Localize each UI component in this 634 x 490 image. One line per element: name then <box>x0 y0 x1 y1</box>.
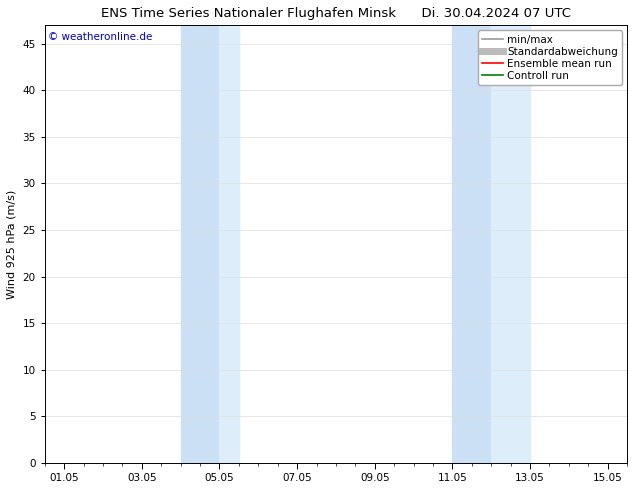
Bar <box>219 25 239 463</box>
Text: © weatheronline.de: © weatheronline.de <box>48 32 152 42</box>
Title: ENS Time Series Nationaler Flughafen Minsk      Di. 30.04.2024 07 UTC: ENS Time Series Nationaler Flughafen Min… <box>101 7 571 20</box>
Bar <box>181 25 219 463</box>
Bar <box>491 25 530 463</box>
Legend: min/max, Standardabweichung, Ensemble mean run, Controll run: min/max, Standardabweichung, Ensemble me… <box>478 30 622 85</box>
Bar <box>453 25 491 463</box>
Y-axis label: Wind 925 hPa (m/s): Wind 925 hPa (m/s) <box>7 189 17 298</box>
